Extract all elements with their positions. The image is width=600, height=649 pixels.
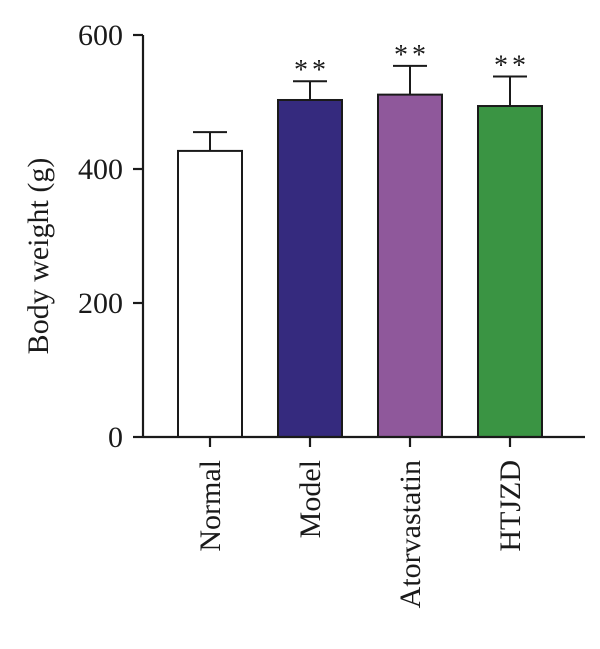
x-category-label: Atorvastatin [394,460,427,608]
bars: Normal ** Model ** Atorvastatin ** HTJZD [177,40,543,608]
significance-marker: ** [394,40,430,71]
y-tick-label: 0 [108,421,123,454]
bar-normal [177,149,243,438]
bar-atorvastatin [377,93,443,438]
y-tick-label: 400 [78,153,123,186]
significance-marker: ** [294,55,330,86]
bar-model [277,98,343,439]
y-axis-ticks: 0 200 400 600 [78,19,143,454]
y-tick-label: 600 [78,19,123,52]
x-category-label: Normal [194,460,227,552]
x-category-label: Model [294,460,327,538]
x-category-label: HTJZD [494,460,527,552]
y-axis-title: Body weight (g) [22,158,55,355]
significance-marker: ** [494,51,530,82]
y-tick-label: 200 [78,287,123,320]
bar-htjzd [477,105,543,439]
